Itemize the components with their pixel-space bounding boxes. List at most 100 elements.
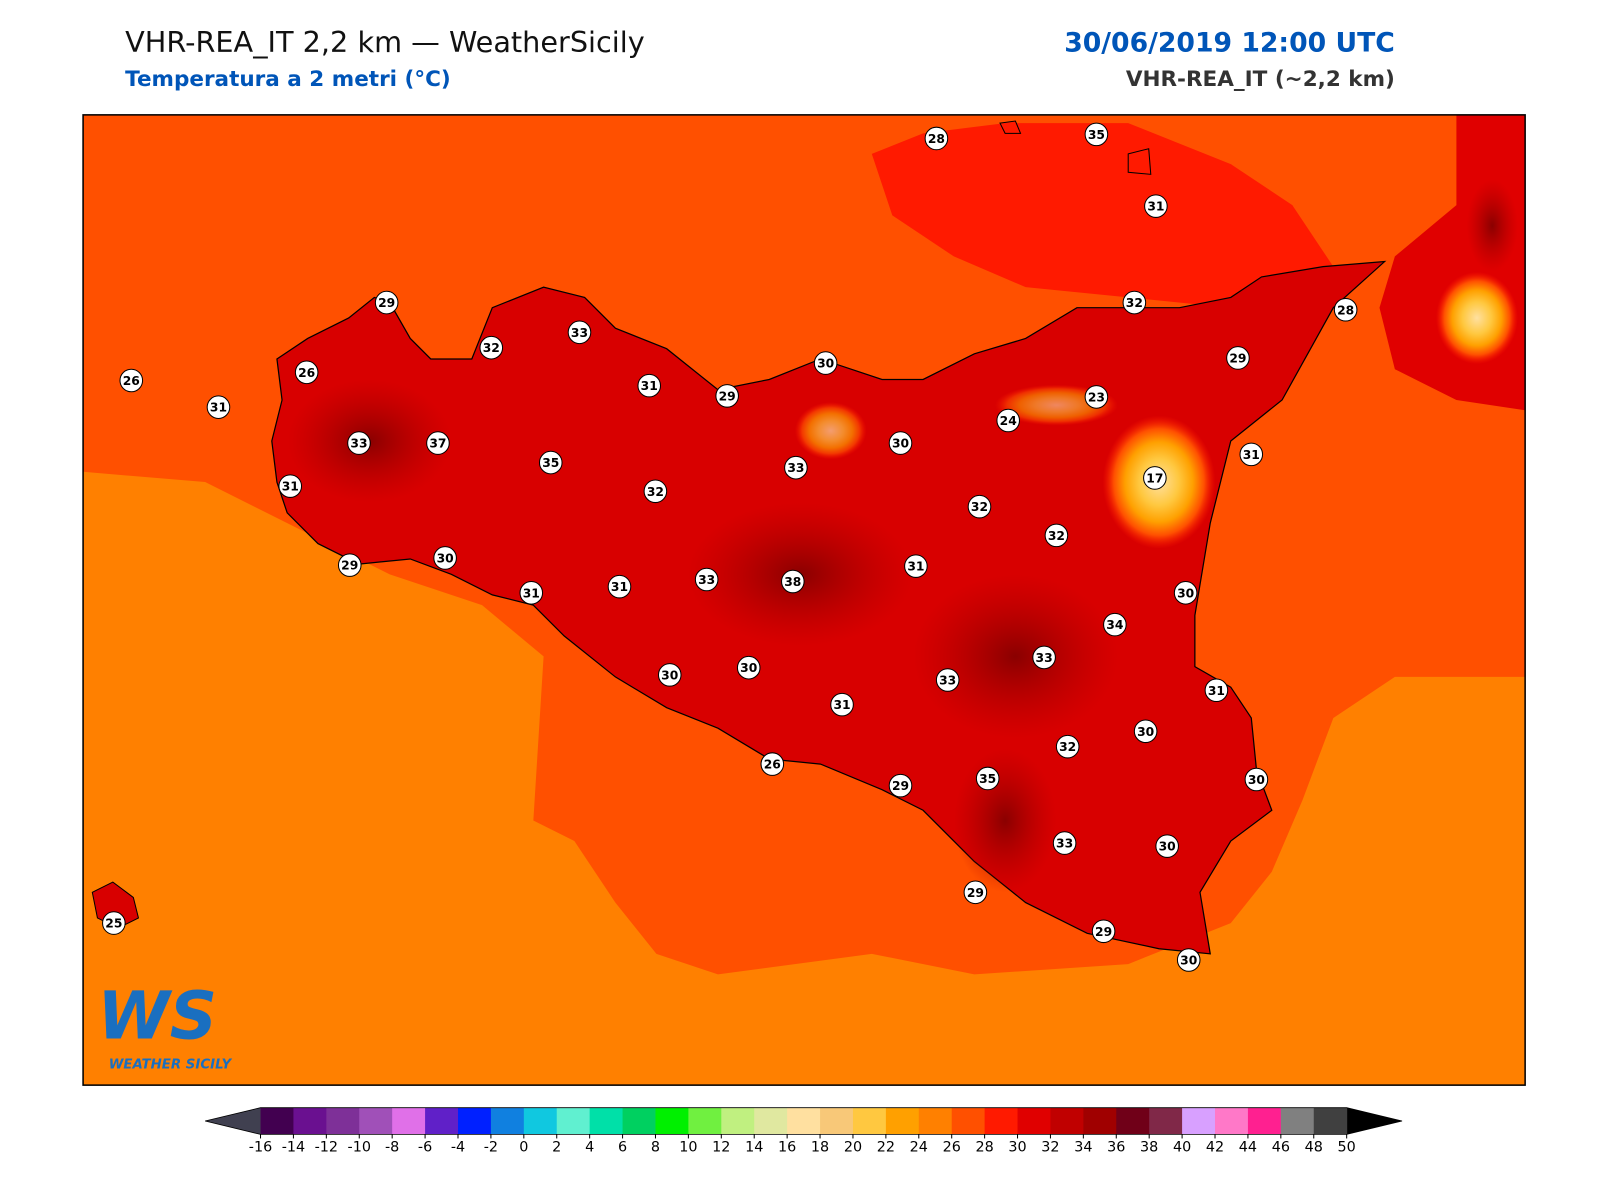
station-marker <box>760 752 785 776</box>
station-marker <box>1122 290 1147 315</box>
station-label: 31 <box>282 480 299 494</box>
colorbar-over <box>1346 1107 1403 1135</box>
station-marker <box>538 450 563 475</box>
station-marker <box>1084 385 1109 409</box>
colorbar-tick-label: 44 <box>1239 1140 1257 1156</box>
colorbar-tick-label: -10 <box>348 1140 371 1156</box>
colorbar-tick-label: 34 <box>1074 1140 1092 1156</box>
colorbar-bin <box>425 1107 459 1135</box>
station-label: 35 <box>979 772 996 786</box>
station-marker <box>904 554 928 578</box>
station-marker <box>1155 834 1179 858</box>
colorbar-bin <box>589 1107 624 1135</box>
station-marker <box>781 569 805 594</box>
colorbar-bin <box>1017 1107 1051 1135</box>
station-label: 33 <box>787 461 804 475</box>
colorbar-tick-label: 26 <box>943 1140 961 1156</box>
station-label: 30 <box>1248 773 1265 787</box>
colorbar-bin <box>754 1107 788 1135</box>
colorbar-tick-label: 22 <box>877 1140 895 1156</box>
station-label: 29 <box>892 779 909 793</box>
colorbar-bin <box>787 1107 821 1135</box>
colorbar-tick-label: 40 <box>1173 1140 1191 1156</box>
station-marker <box>1044 523 1069 548</box>
station-marker <box>337 553 362 577</box>
colorbar-bin <box>1215 1107 1249 1135</box>
colorbar-tick-label: -2 <box>484 1140 498 1156</box>
station-label: 33 <box>1056 837 1073 851</box>
colorbar-bin <box>1182 1107 1216 1135</box>
colorbar-tick-label: 24 <box>910 1140 928 1156</box>
station-label: 35 <box>1088 128 1105 142</box>
station-label: 31 <box>210 401 227 415</box>
station-marker <box>1103 612 1127 637</box>
colorbar-tick-label: -14 <box>282 1140 305 1156</box>
colorbar-tick-label: 12 <box>712 1140 730 1156</box>
station-marker <box>374 290 399 315</box>
colorbar-tick-label: -6 <box>418 1140 432 1156</box>
station-label: 32 <box>1048 529 1065 543</box>
station-marker <box>784 455 808 480</box>
station-marker <box>1144 194 1168 218</box>
station-label: 28 <box>1337 303 1354 317</box>
colorbar-tick-label: 36 <box>1107 1140 1125 1156</box>
station-label: 29 <box>1095 925 1112 939</box>
station-marker <box>519 581 544 605</box>
colorbar-bin <box>1083 1107 1117 1135</box>
station-marker <box>607 574 632 599</box>
colorbar-bin <box>1050 1107 1084 1135</box>
station-label: 38 <box>784 575 801 589</box>
colorbar-tick-label: 38 <box>1140 1140 1158 1156</box>
station-marker <box>206 395 231 419</box>
station-label: 31 <box>1208 684 1225 698</box>
station-marker <box>813 351 838 375</box>
date: 30/06/2019 12:00 UTC <box>1064 28 1395 59</box>
colorbar-bin <box>885 1107 920 1135</box>
station-marker <box>715 384 739 408</box>
colorbar-tick-label: 4 <box>585 1140 594 1156</box>
station-label: 31 <box>907 560 924 574</box>
colorbar-tick-label: 30 <box>1008 1140 1026 1156</box>
colorbar-bin <box>260 1107 294 1135</box>
station-label: 29 <box>378 296 395 310</box>
station-marker <box>1226 346 1250 370</box>
colorbar-tick-label: -16 <box>249 1140 272 1156</box>
station-label: 32 <box>1126 296 1143 310</box>
station-marker <box>643 479 668 504</box>
station-marker <box>347 431 371 455</box>
station-marker <box>935 668 960 692</box>
colorbar-tick-label: 42 <box>1206 1140 1224 1156</box>
station-marker <box>119 368 144 393</box>
station-marker <box>736 655 761 680</box>
colorbar-bin <box>490 1107 525 1135</box>
station-label: 32 <box>1059 740 1076 754</box>
colorbar-tick-label: 50 <box>1338 1140 1356 1156</box>
station-marker <box>924 126 949 151</box>
station-label: 30 <box>892 437 909 451</box>
calabria-hot <box>1466 179 1518 272</box>
colorbar-bin <box>721 1107 755 1135</box>
station-marker <box>1143 466 1167 490</box>
station-marker <box>567 320 592 345</box>
tyrrhenian-band <box>871 123 1334 308</box>
station-label: 31 <box>641 379 658 393</box>
station-marker <box>433 546 457 570</box>
colorbar-bin <box>523 1107 558 1135</box>
colorbar-bin <box>688 1107 722 1135</box>
colorbar-tick-label: 14 <box>745 1140 763 1156</box>
colorbar-bin <box>1149 1107 1183 1135</box>
station-label: 30 <box>1177 586 1194 600</box>
map: WS WEATHER SICILY 28 35 31 29 33 32 32 28 26 26 30… <box>83 114 1526 1086</box>
station-marker <box>888 773 913 798</box>
station-label: 32 <box>971 500 988 514</box>
station-marker <box>102 911 126 935</box>
station-label: 32 <box>647 485 664 499</box>
station-marker <box>1084 122 1109 147</box>
colorbar-tick-label: 28 <box>975 1140 993 1156</box>
station-marker <box>1333 297 1358 322</box>
logo-mark: WS <box>97 979 217 1055</box>
pantelleria <box>91 881 140 929</box>
station-marker <box>888 431 913 455</box>
station-marker <box>963 880 988 905</box>
